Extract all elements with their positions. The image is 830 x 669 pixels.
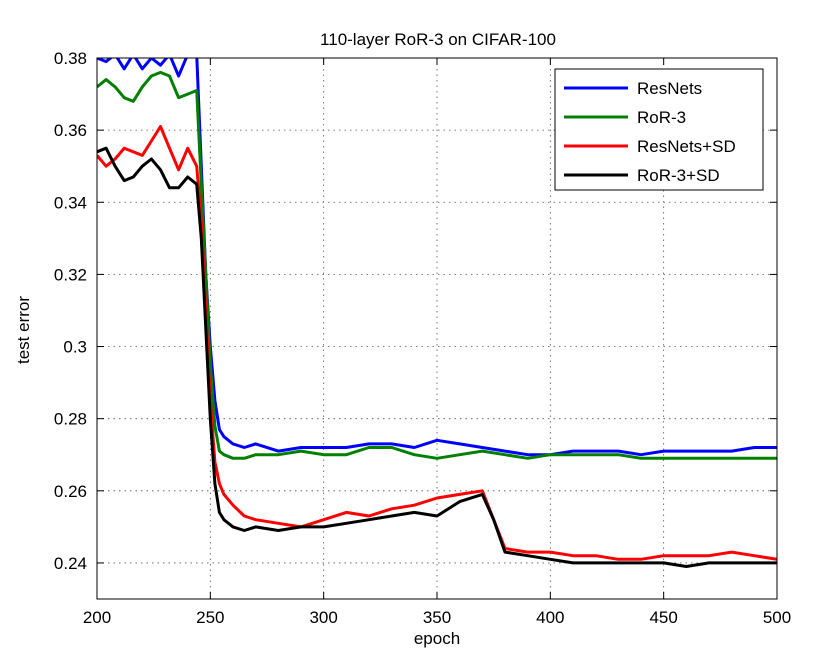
y-tick-label: 0.24 <box>54 554 87 573</box>
legend-label: ResNets+SD <box>637 137 736 156</box>
y-tick-label: 0.36 <box>54 121 87 140</box>
chart-title: 110-layer RoR-3 on CIFAR-100 <box>320 30 556 49</box>
x-tick-label: 400 <box>536 608 564 627</box>
y-tick-label: 0.26 <box>54 482 87 501</box>
x-tick-label: 450 <box>649 608 677 627</box>
legend-entry: RoR-3+SD <box>564 166 720 185</box>
x-tick-label: 350 <box>423 608 451 627</box>
legend-entry: ResNets <box>564 79 702 98</box>
legend: ResNets RoR-3 ResNets+SD RoR-3+SD <box>554 68 764 191</box>
series-line-ror-3 <box>97 70 777 460</box>
y-tick-label: 0.32 <box>54 265 87 284</box>
legend-entry: RoR-3 <box>564 108 686 127</box>
axis-ticks: 200 250 300 350 400 450 500 0.24 0.26 0.28 0.3 0.32… <box>54 49 791 627</box>
legend-label: RoR-3+SD <box>637 166 720 185</box>
y-tick-label: 0.34 <box>54 193 87 212</box>
series-line-ror-3-sd <box>97 146 777 568</box>
series-lines <box>97 58 777 568</box>
x-axis-label: epoch <box>414 629 460 648</box>
y-tick-label: 0.38 <box>54 49 87 68</box>
x-tick-label: 200 <box>83 608 111 627</box>
y-tick-label: 0.3 <box>63 338 87 357</box>
y-tick-label: 0.28 <box>54 410 87 429</box>
series-line-resnets <box>97 58 777 457</box>
legend-entry: ResNets+SD <box>564 137 736 156</box>
y-axis-label: test error <box>14 296 33 364</box>
legend-label: RoR-3 <box>637 108 686 127</box>
x-tick-label: 500 <box>763 608 791 627</box>
legend-label: ResNets <box>637 79 702 98</box>
x-tick-label: 250 <box>196 608 224 627</box>
x-tick-label: 300 <box>309 608 337 627</box>
